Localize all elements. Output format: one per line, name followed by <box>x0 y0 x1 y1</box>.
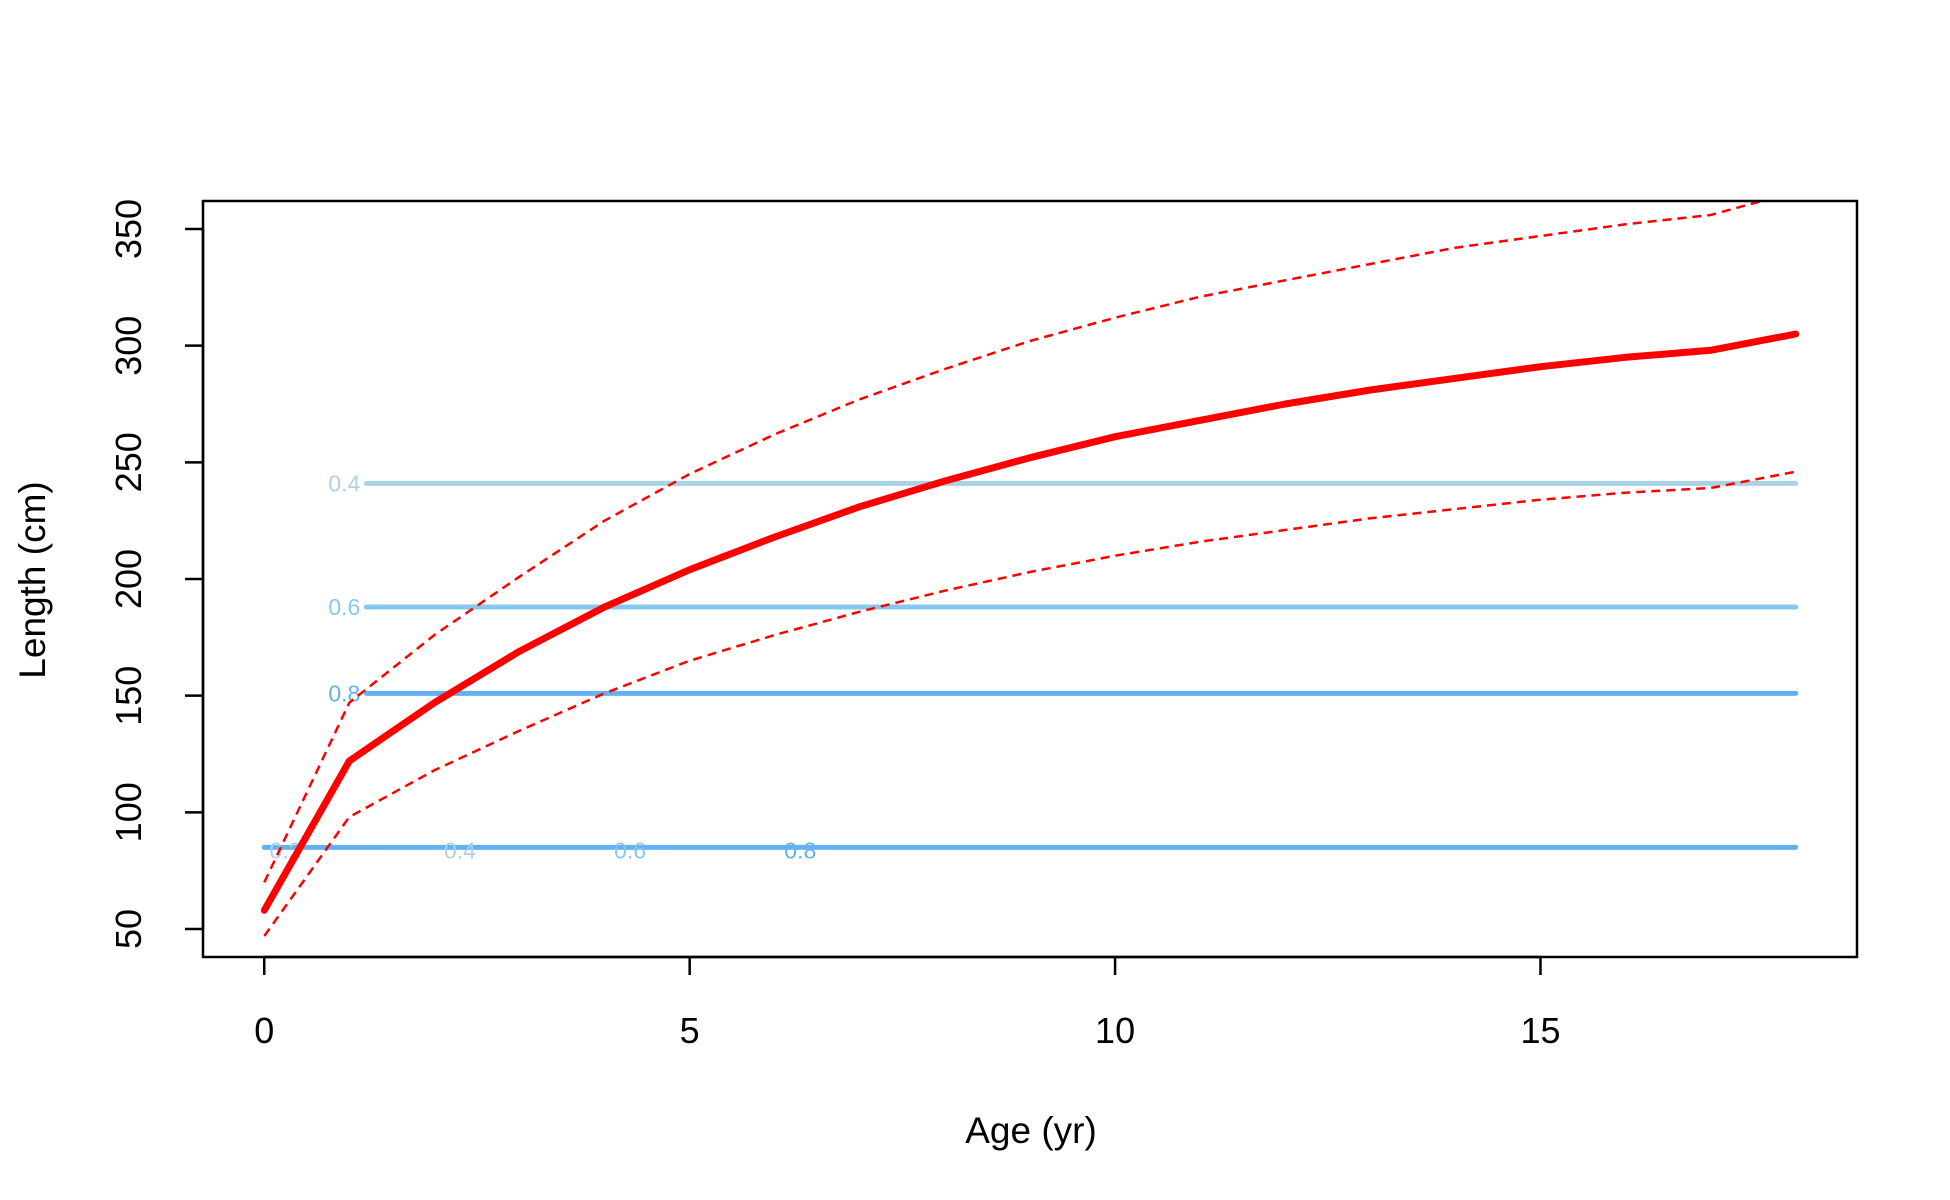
inline-label-2: 0.4 <box>444 838 476 864</box>
inline-label-3: 0.6 <box>614 838 646 864</box>
y-tick-label: 100 <box>108 782 149 842</box>
y-tick-label: 50 <box>108 909 149 949</box>
y-tick-label: 200 <box>108 549 149 609</box>
y-tick-label: 150 <box>108 666 149 726</box>
contour-labels: 0.40.60.80.2 0.4 0.6 0.8 <box>270 470 817 863</box>
x-axis-label: Age (yr) <box>965 1110 1097 1151</box>
series-lines <box>260 201 1800 937</box>
y-tick-label: 350 <box>108 199 149 259</box>
y-tick-label: 300 <box>108 316 149 376</box>
inline-label-4: 0.8 <box>784 838 816 864</box>
contour-label-1: 0.4 <box>328 470 360 496</box>
x-tick-label: 5 <box>680 1010 700 1051</box>
contour-label-2: 0.6 <box>328 594 360 620</box>
y-axis-label: Length (cm) <box>12 481 53 678</box>
x-tick-label: 15 <box>1520 1010 1560 1051</box>
lower-bound-line <box>263 470 1796 937</box>
contour-label-3: 0.8 <box>328 680 360 706</box>
x-tick-label: 10 <box>1095 1010 1135 1051</box>
mean-length-line <box>260 330 1800 914</box>
axes: 0 5 10 15 50 100 150 200 250 300 350 <box>108 199 1859 1051</box>
upper-bound-line <box>263 201 1767 883</box>
y-tick-label: 250 <box>108 432 149 492</box>
x-tick-label: 0 <box>254 1010 274 1051</box>
